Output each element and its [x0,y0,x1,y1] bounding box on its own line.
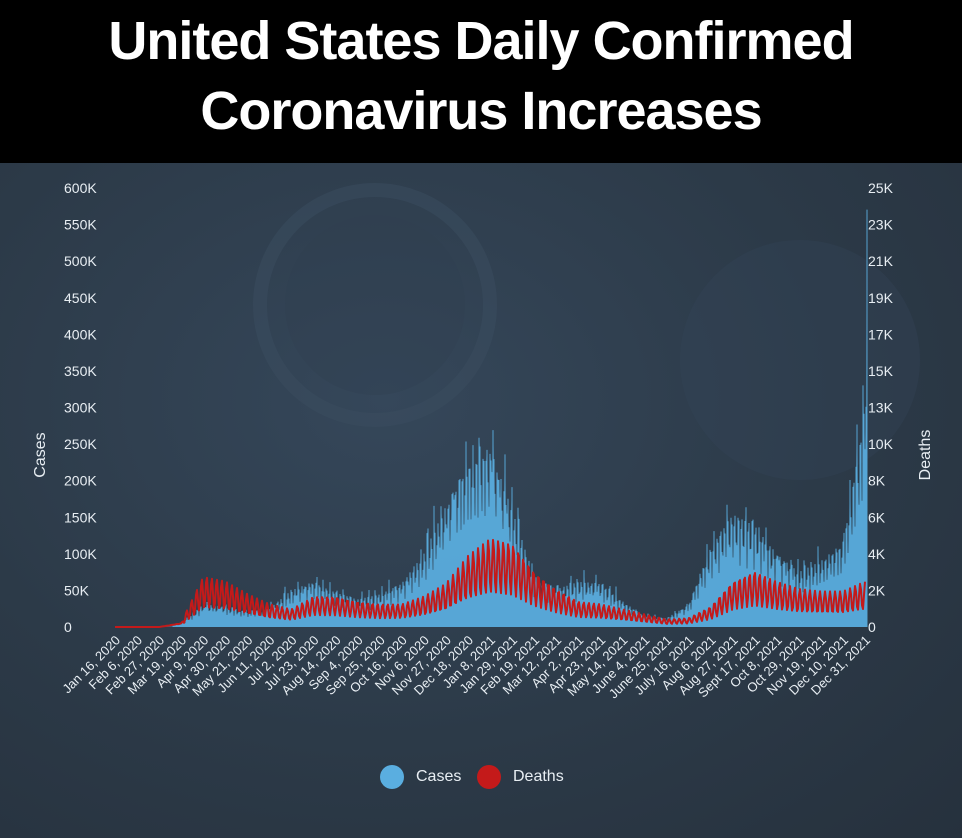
y2-tick-label: 6K [868,509,886,525]
y2-tick-label: 13K [868,400,894,416]
y2-tick-label: 23K [868,217,894,233]
y-tick-label: 200K [64,473,97,489]
y2-tick-label: 17K [868,326,894,342]
y2-tick-label: 4K [868,546,886,562]
legend: Cases Deaths [0,763,962,793]
y2-tick-label: 15K [868,363,894,379]
title-banner: United States Daily Confirmed Coronaviru… [0,0,962,163]
y-tick-label: 50K [64,582,90,598]
deaths-swatch [477,765,501,789]
deaths-line [115,538,866,628]
y-tick-label: 150K [64,509,97,525]
y2-tick-label: 25K [868,180,894,196]
cases-swatch [380,765,404,789]
y-tick-label: 300K [64,400,97,416]
chart-title-line-2: Coronavirus Increases [200,81,762,141]
y-tick-label: 400K [64,326,97,342]
deaths-series [115,538,866,628]
chart-title-line-1: United States Daily Confirmed [108,11,854,71]
background-virus-decor [253,183,920,480]
right-axis: 0 2K 4K 6K 8K 10K 13K 15K 17K 19K 21K 23K 25K [868,180,894,635]
left-axis: 0 50K 100K 150K 200K 250K 300K 350K 400K 450K 500K… [64,180,97,635]
legend-label-deaths: Deaths [513,768,564,785]
y-axis-label: Cases [32,432,49,477]
y2-tick-label: 10K [868,436,894,452]
y-tick-label: 350K [64,363,97,379]
legend-label-cases: Cases [416,768,462,785]
y-tick-label: 250K [64,436,97,452]
y2-tick-label: 19K [868,290,894,306]
legend-item-deaths[interactable]: Deaths [477,763,577,793]
legend-item-cases[interactable]: Cases [380,763,470,793]
y-tick-label: 0 [64,619,72,635]
y2-tick-label: 2K [868,582,886,598]
y-tick-label: 550K [64,217,97,233]
y2-axis-label: Deaths [917,430,934,481]
y2-tick-label: 0 [868,619,876,635]
y-tick-label: 450K [64,290,97,306]
y-tick-label: 100K [64,546,97,562]
y-tick-label: 500K [64,253,97,269]
y2-tick-label: 8K [868,473,886,489]
y-tick-label: 600K [64,180,97,196]
y2-tick-label: 21K [868,253,894,269]
